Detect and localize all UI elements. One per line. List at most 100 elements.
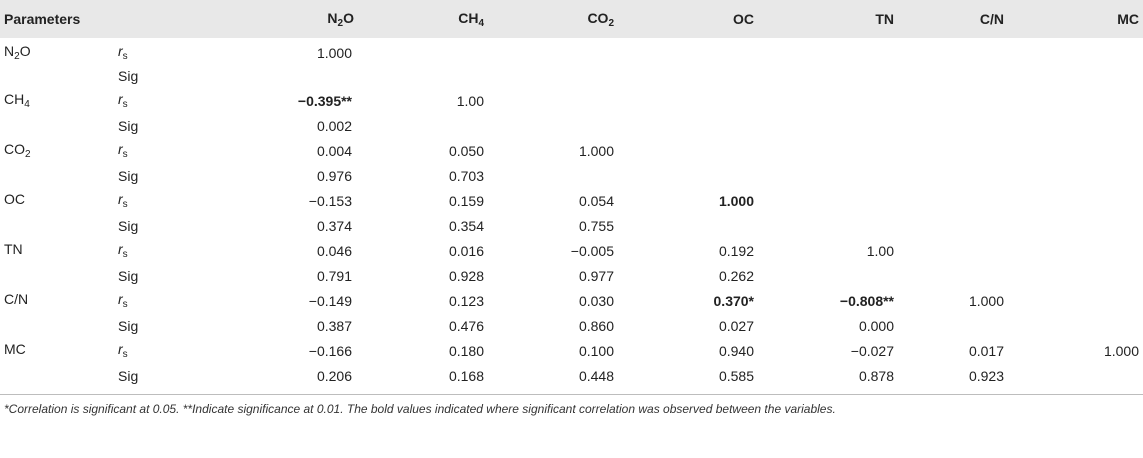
cell-sig-oc bbox=[618, 113, 758, 138]
cell-r-mc bbox=[1008, 38, 1143, 63]
cell-r-ch4 bbox=[358, 38, 488, 63]
cell-r-n2o: −0.153 bbox=[308, 192, 352, 209]
cell-r-ch4: 0.050 bbox=[448, 142, 484, 159]
row-parameter-name: CO2 bbox=[4, 141, 31, 160]
cell-r-cn: 1.000 bbox=[968, 292, 1004, 309]
cell-r-ch4: 0.016 bbox=[448, 242, 484, 259]
cell-sig-ch4: 0.928 bbox=[448, 267, 484, 284]
cell-r-ch4: 0.159 bbox=[448, 192, 484, 209]
cell-r-n2o: 1.000 bbox=[316, 44, 352, 61]
cell-r-mc: 1.000 bbox=[1103, 342, 1139, 359]
stat-label-rs: rs bbox=[118, 91, 128, 110]
row-parameter-empty bbox=[0, 113, 118, 138]
header-col-cn: C/N bbox=[979, 11, 1004, 27]
table-row-r: CO2 rs 0.004 0.050 1.000 bbox=[0, 138, 1143, 163]
cell-r-co2: 0.054 bbox=[578, 192, 614, 209]
cell-sig-tn bbox=[758, 113, 898, 138]
footer-divider bbox=[0, 394, 1143, 395]
header-col-mc: MC bbox=[1117, 11, 1139, 27]
cell-sig-cn bbox=[898, 163, 1008, 188]
cell-r-co2 bbox=[488, 38, 618, 63]
cell-r-cn bbox=[898, 188, 1008, 213]
cell-sig-ch4 bbox=[358, 113, 488, 138]
cell-r-oc: 0.370* bbox=[713, 292, 754, 309]
cell-sig-mc bbox=[1008, 313, 1143, 338]
stat-label-rs: rs bbox=[118, 43, 128, 62]
row-parameter-name: MC bbox=[4, 341, 26, 357]
stat-label-sig: Sig bbox=[118, 367, 139, 384]
header-col-co2: CO2 bbox=[587, 9, 614, 29]
stat-label-sig: Sig bbox=[118, 67, 139, 84]
cell-sig-n2o: 0.002 bbox=[316, 117, 352, 134]
header-parameters: Parameters bbox=[4, 11, 81, 27]
cell-sig-ch4 bbox=[358, 63, 488, 88]
cell-sig-tn bbox=[758, 163, 898, 188]
row-parameter-empty bbox=[0, 313, 118, 338]
cell-sig-tn: 0.878 bbox=[858, 367, 894, 384]
cell-sig-oc bbox=[618, 213, 758, 238]
cell-sig-oc bbox=[618, 63, 758, 88]
cell-sig-mc bbox=[1008, 263, 1143, 288]
table-row-r: C/N rs −0.149 0.123 0.030 0.370* −0.808** 1.000 bbox=[0, 288, 1143, 313]
stat-label-sig: Sig bbox=[118, 317, 139, 334]
table-row-sig: Sig 0.976 0.703 bbox=[0, 163, 1143, 188]
cell-sig-mc bbox=[1008, 213, 1143, 238]
cell-sig-n2o bbox=[238, 63, 358, 88]
cell-sig-mc bbox=[1008, 363, 1143, 388]
cell-sig-oc: 0.262 bbox=[718, 267, 754, 284]
cell-sig-ch4: 0.476 bbox=[448, 317, 484, 334]
cell-r-tn: −0.027 bbox=[850, 342, 894, 359]
cell-r-oc bbox=[618, 88, 758, 113]
cell-r-mc bbox=[1008, 238, 1143, 263]
cell-r-ch4: 1.00 bbox=[456, 92, 484, 109]
table-row-sig: Sig 0.206 0.168 0.448 0.585 0.878 0.923 bbox=[0, 363, 1143, 388]
header-col-oc: OC bbox=[733, 11, 754, 27]
header-col-ch4: CH4 bbox=[458, 9, 484, 29]
cell-r-cn bbox=[898, 88, 1008, 113]
cell-sig-co2: 0.860 bbox=[578, 317, 614, 334]
cell-sig-cn bbox=[898, 113, 1008, 138]
stat-label-rs: rs bbox=[118, 241, 128, 260]
cell-r-mc bbox=[1008, 288, 1143, 313]
header-col-tn: TN bbox=[875, 11, 894, 27]
cell-sig-ch4: 0.703 bbox=[448, 167, 484, 184]
stat-label-rs: rs bbox=[118, 191, 128, 210]
cell-sig-cn bbox=[898, 313, 1008, 338]
stat-label-sig: Sig bbox=[118, 167, 139, 184]
cell-r-n2o: −0.149 bbox=[308, 292, 352, 309]
cell-r-co2 bbox=[488, 88, 618, 113]
cell-sig-co2: 0.448 bbox=[578, 367, 614, 384]
stat-label-rs: rs bbox=[118, 291, 128, 310]
table-footnote: *Correlation is significant at 0.05. **I… bbox=[4, 402, 836, 416]
cell-sig-tn bbox=[758, 213, 898, 238]
row-parameter-empty bbox=[0, 163, 118, 188]
table-row-sig: Sig 0.374 0.354 0.755 bbox=[0, 213, 1143, 238]
cell-r-ch4: 0.123 bbox=[448, 292, 484, 309]
cell-r-co2: 0.030 bbox=[578, 292, 614, 309]
cell-r-oc bbox=[618, 138, 758, 163]
table-row-r: OC rs −0.153 0.159 0.054 1.000 bbox=[0, 188, 1143, 213]
cell-r-mc bbox=[1008, 88, 1143, 113]
stat-label-sig: Sig bbox=[118, 267, 139, 284]
cell-r-mc bbox=[1008, 138, 1143, 163]
cell-r-oc: 0.940 bbox=[718, 342, 754, 359]
row-parameter-empty bbox=[0, 263, 118, 288]
table-row-sig: Sig 0.002 bbox=[0, 113, 1143, 138]
cell-r-oc: 1.000 bbox=[718, 192, 754, 209]
cell-sig-co2: 0.755 bbox=[578, 217, 614, 234]
cell-r-n2o: 0.004 bbox=[316, 142, 352, 159]
cell-r-tn bbox=[758, 188, 898, 213]
cell-sig-cn bbox=[898, 263, 1008, 288]
cell-sig-cn: 0.923 bbox=[968, 367, 1004, 384]
cell-r-co2: 1.000 bbox=[578, 142, 614, 159]
cell-r-co2: −0.005 bbox=[570, 242, 614, 259]
cell-r-co2: 0.100 bbox=[578, 342, 614, 359]
cell-sig-n2o: 0.206 bbox=[316, 367, 352, 384]
cell-sig-oc bbox=[618, 163, 758, 188]
table-header: Parameters N2O CH4 CO2 OC TN C/N MC bbox=[0, 0, 1143, 38]
row-parameter-name: C/N bbox=[4, 291, 29, 307]
cell-sig-co2: 0.977 bbox=[578, 267, 614, 284]
cell-sig-n2o: 0.374 bbox=[316, 217, 352, 234]
stat-label-sig: Sig bbox=[118, 217, 139, 234]
row-parameter-empty bbox=[0, 213, 118, 238]
